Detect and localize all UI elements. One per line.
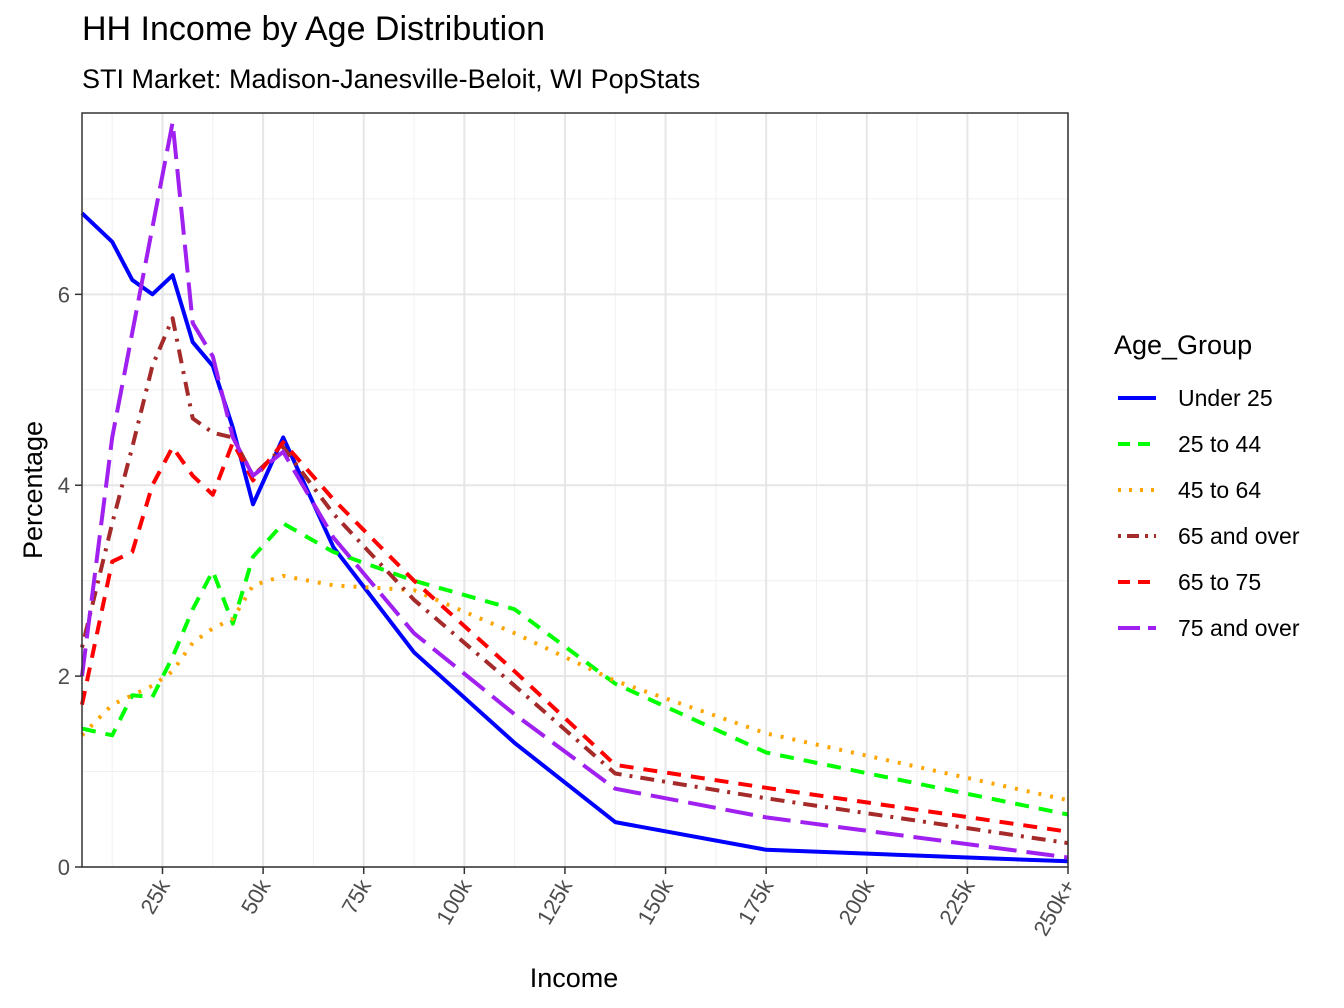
y-tick-label: 6 [58, 282, 70, 307]
y-tick-label: 2 [58, 664, 70, 689]
x-axis-ticks: 25k 50k 75k 100k 125k 150k 175k 200k 225k 250k+ [135, 867, 1080, 940]
x-tick-label: 50k [236, 874, 276, 918]
legend-item: 65 to 75 [1114, 559, 1299, 605]
legend-label: 65 to 75 [1178, 568, 1262, 595]
legend-key [1118, 580, 1156, 584]
legend-key [1118, 488, 1156, 492]
x-tick-label: 100k [431, 874, 477, 929]
legend-label: 65 and over [1178, 522, 1300, 549]
x-tick-label: 225k [934, 874, 980, 929]
x-tick-label: 150k [632, 874, 678, 929]
legend-label: Under 25 [1178, 384, 1273, 411]
x-tick-label: 25k [135, 874, 175, 918]
y-axis-ticks: 0 2 4 6 [58, 282, 82, 880]
legend-items: Under 25 25 to 44 45 to 64 65 and over 65 to… [1114, 375, 1299, 651]
legend-key [1118, 626, 1156, 630]
plot-panel-border [81, 112, 1069, 868]
series-lines [80, 120, 1069, 864]
chart-title: HH Income by Age Distribution [82, 10, 545, 48]
y-axis-label: Percentage [18, 421, 48, 559]
x-tick-label: 175k [733, 874, 779, 929]
legend-key [1118, 396, 1156, 400]
x-tick-label: 200k [834, 874, 880, 929]
series-line-under-25 [80, 211, 1069, 864]
x-tick-label: 250k+ [1028, 875, 1080, 940]
series-line-45-to-64 [80, 573, 1069, 803]
legend-item: 75 and over [1114, 605, 1299, 651]
legend: Age_Group Under 25 25 to 44 45 to 64 65 and… [1114, 330, 1299, 651]
x-tick-label: 75k [337, 874, 377, 918]
y-tick-label: 4 [58, 473, 70, 498]
x-axis-label: Income [530, 963, 619, 993]
minor-gridlines [82, 113, 1068, 867]
legend-item: 25 to 44 [1114, 421, 1299, 467]
legend-item: 65 and over [1114, 513, 1299, 559]
series-line-75-and-over [80, 120, 1069, 860]
chart-subtitle: STI Market: Madison-Janesville-Beloit, W… [82, 64, 701, 94]
x-tick-label: 125k [532, 874, 578, 929]
legend-key [1118, 442, 1156, 446]
series-line-65-and-over [80, 316, 1069, 846]
legend-label: 25 to 44 [1178, 430, 1262, 457]
y-tick-label: 0 [58, 855, 70, 880]
legend-item: Under 25 [1114, 375, 1299, 421]
legend-title: Age_Group [1114, 330, 1253, 360]
legend-key [1118, 534, 1156, 538]
major-gridlines [82, 113, 1069, 868]
series-line-65-to-75 [80, 440, 1069, 834]
legend-label: 45 to 64 [1178, 476, 1262, 503]
series-line-25-to-44 [81, 521, 1069, 817]
legend-label: 75 and over [1178, 614, 1300, 641]
legend-item: 45 to 64 [1114, 467, 1299, 513]
